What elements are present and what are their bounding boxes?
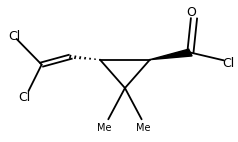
Text: Me: Me — [136, 123, 150, 133]
Text: Cl: Cl — [18, 91, 30, 104]
Polygon shape — [150, 49, 192, 60]
Text: Cl: Cl — [223, 57, 235, 70]
Text: O: O — [187, 6, 197, 19]
Text: Cl: Cl — [8, 30, 20, 43]
Text: Me: Me — [98, 123, 112, 133]
